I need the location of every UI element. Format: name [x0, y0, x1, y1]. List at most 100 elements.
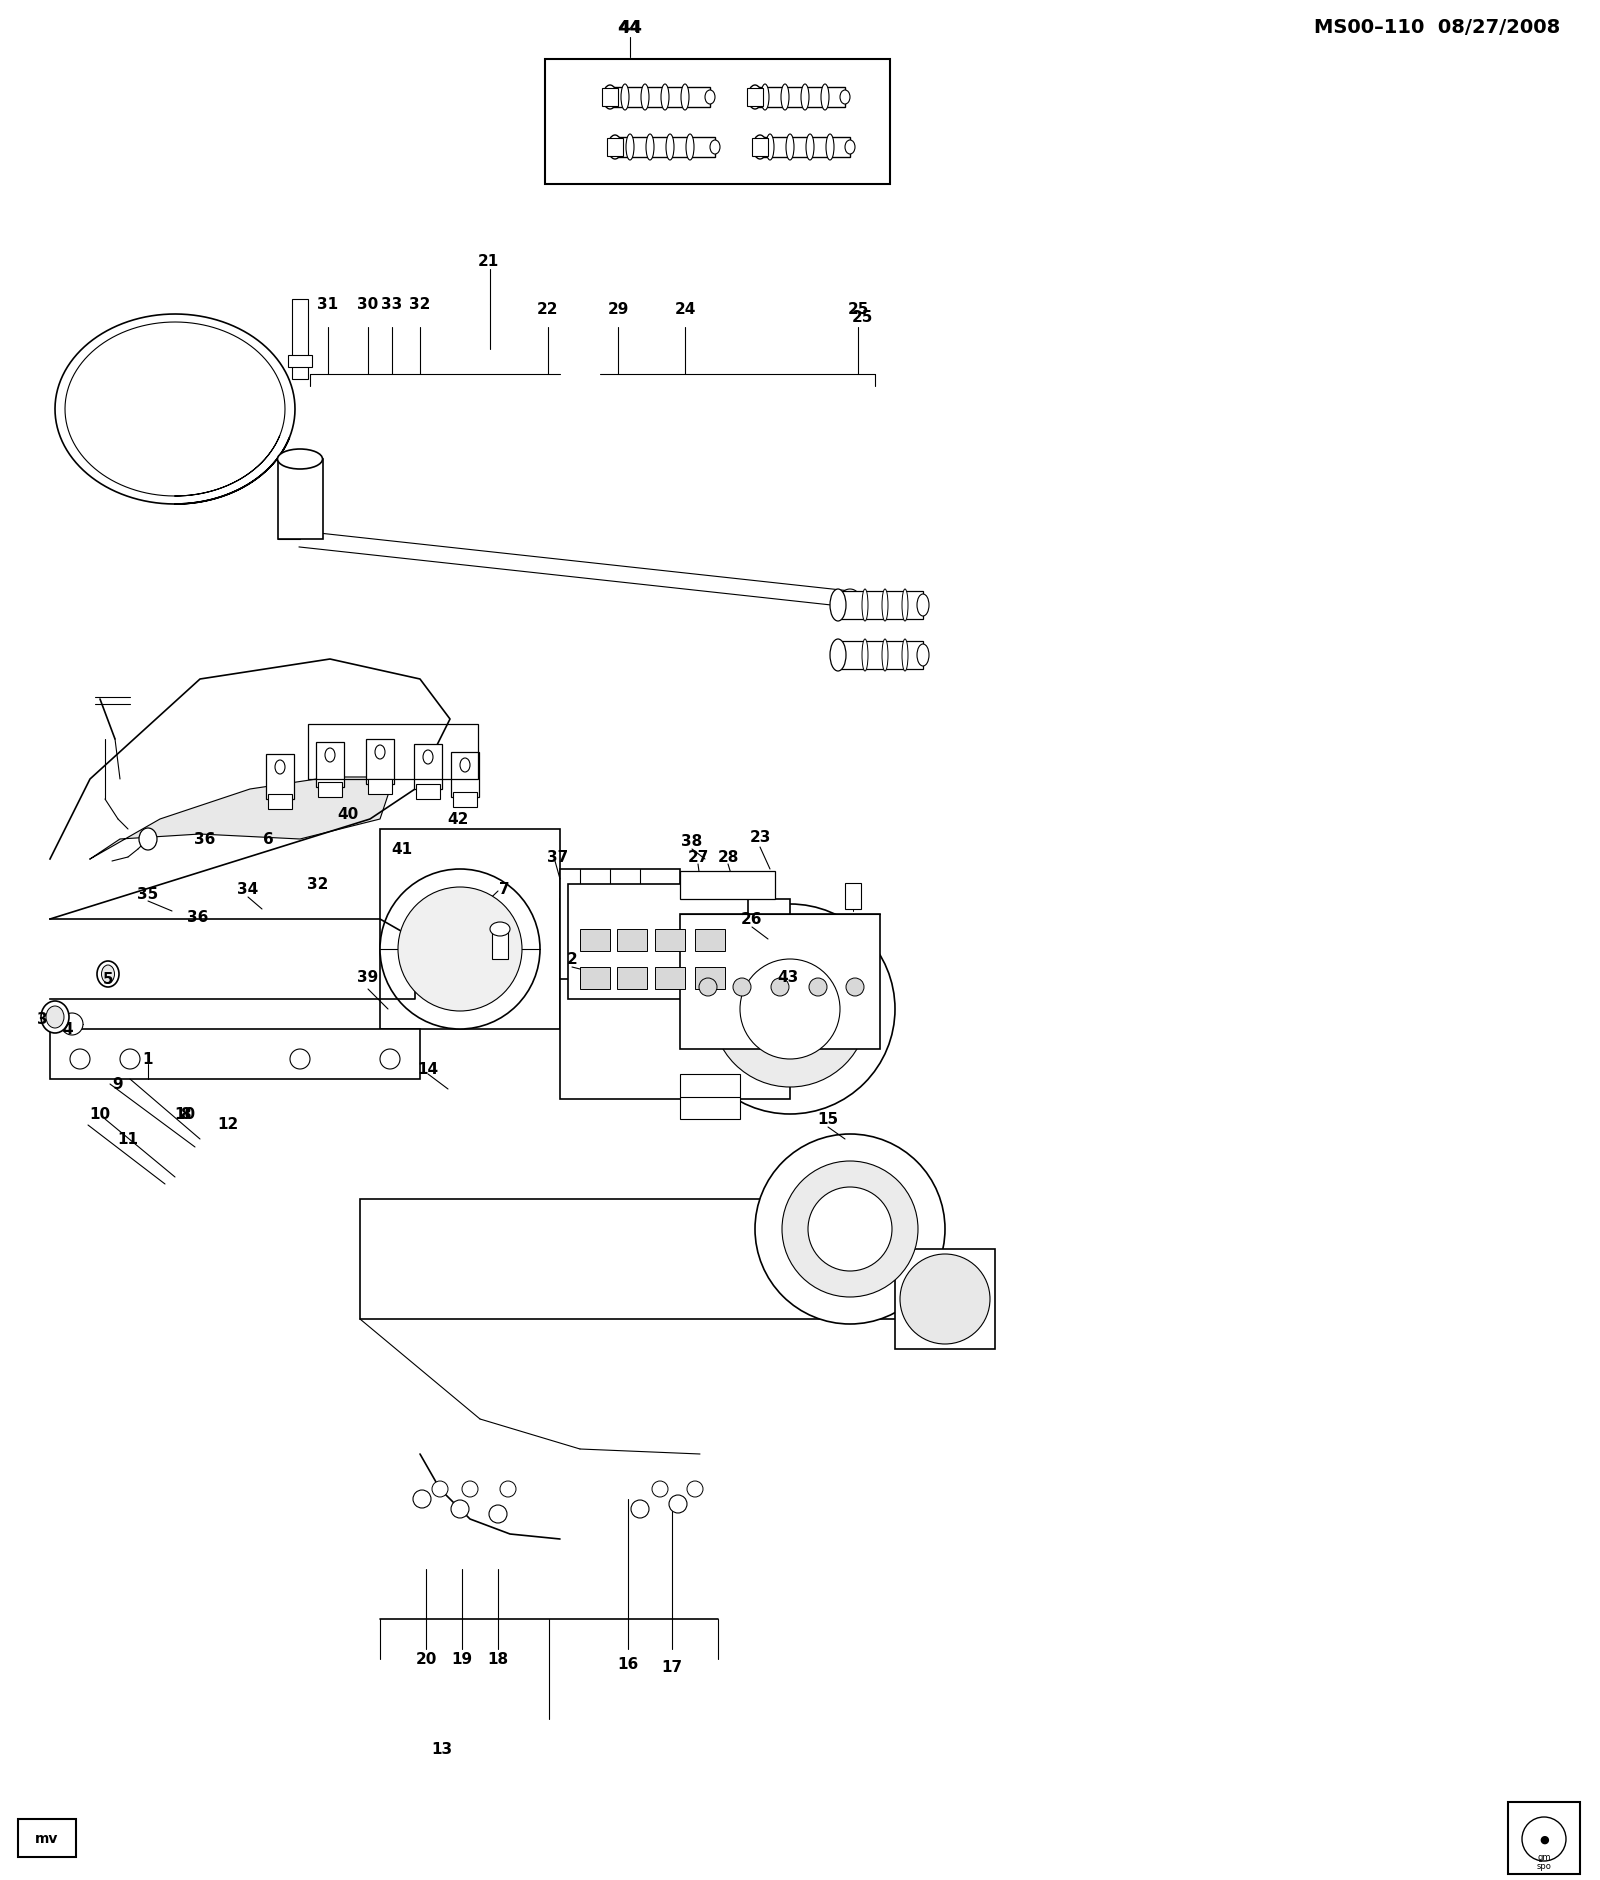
Ellipse shape — [754, 135, 766, 160]
Ellipse shape — [374, 746, 386, 760]
Circle shape — [120, 1049, 141, 1070]
Bar — [680, 1075, 739, 1119]
Bar — [654, 968, 685, 989]
Circle shape — [712, 931, 867, 1087]
Text: ●: ● — [1539, 1835, 1549, 1844]
Ellipse shape — [840, 90, 850, 105]
Bar — [560, 899, 790, 1100]
Text: mv: mv — [35, 1831, 59, 1844]
Circle shape — [462, 1481, 478, 1496]
Text: 42: 42 — [448, 812, 469, 827]
Bar — [614, 137, 715, 158]
Circle shape — [490, 1506, 507, 1523]
Bar — [366, 739, 394, 784]
Bar — [560, 870, 680, 979]
Bar — [568, 884, 749, 1000]
Ellipse shape — [608, 135, 622, 160]
Circle shape — [733, 978, 750, 996]
Circle shape — [630, 1500, 650, 1519]
Circle shape — [1522, 1818, 1566, 1861]
Text: 5: 5 — [102, 972, 114, 987]
Bar — [18, 1820, 77, 1857]
Text: 44: 44 — [619, 21, 640, 36]
Circle shape — [755, 1134, 946, 1324]
Text: 17: 17 — [661, 1660, 683, 1675]
Text: 32: 32 — [410, 297, 430, 312]
Bar — [894, 1250, 995, 1350]
Text: 1: 1 — [142, 1053, 154, 1068]
Bar — [579, 929, 610, 951]
Circle shape — [653, 1481, 669, 1496]
Ellipse shape — [802, 85, 810, 111]
Text: 3: 3 — [37, 1011, 48, 1026]
Polygon shape — [50, 919, 414, 1000]
Ellipse shape — [461, 760, 470, 773]
Text: 27: 27 — [688, 850, 709, 865]
Circle shape — [808, 1188, 893, 1271]
Bar — [838, 641, 923, 669]
Ellipse shape — [845, 141, 854, 154]
Ellipse shape — [781, 85, 789, 111]
Text: 15: 15 — [818, 1111, 838, 1126]
Ellipse shape — [686, 135, 694, 162]
Bar — [680, 914, 880, 1049]
Circle shape — [782, 1162, 918, 1297]
Bar — [838, 592, 923, 620]
Circle shape — [669, 1495, 686, 1513]
Circle shape — [846, 978, 864, 996]
Bar — [288, 355, 312, 368]
Bar — [318, 782, 342, 797]
Text: 34: 34 — [237, 882, 259, 897]
Text: 4: 4 — [62, 1023, 74, 1038]
Polygon shape — [299, 532, 851, 607]
Bar — [546, 60, 890, 184]
Ellipse shape — [786, 135, 794, 162]
Text: 31: 31 — [317, 297, 339, 312]
Bar — [381, 829, 560, 1030]
Ellipse shape — [882, 590, 888, 622]
Ellipse shape — [706, 90, 715, 105]
Ellipse shape — [275, 761, 285, 775]
Polygon shape — [50, 660, 450, 919]
Text: 43: 43 — [778, 970, 798, 985]
Text: 2: 2 — [566, 951, 578, 966]
Text: 29: 29 — [608, 303, 629, 318]
Text: 21: 21 — [477, 254, 499, 269]
Ellipse shape — [917, 594, 930, 617]
Bar — [493, 929, 509, 959]
Bar — [579, 968, 610, 989]
Ellipse shape — [766, 135, 774, 162]
Bar — [453, 793, 477, 808]
Bar — [752, 139, 768, 156]
Ellipse shape — [661, 85, 669, 111]
Text: 10: 10 — [174, 1107, 195, 1122]
Ellipse shape — [98, 961, 118, 987]
Text: gm
spo: gm spo — [1536, 1852, 1552, 1871]
Bar — [602, 88, 618, 107]
Bar — [269, 795, 291, 810]
Text: 25: 25 — [848, 303, 869, 318]
Ellipse shape — [821, 85, 829, 111]
Ellipse shape — [46, 1006, 64, 1028]
Bar — [278, 461, 323, 540]
Ellipse shape — [830, 590, 846, 622]
Ellipse shape — [882, 639, 888, 671]
Bar — [291, 299, 307, 380]
Text: 44: 44 — [618, 19, 643, 38]
Ellipse shape — [646, 135, 654, 162]
Bar — [747, 88, 763, 107]
Ellipse shape — [862, 639, 867, 671]
Text: 36: 36 — [187, 910, 208, 925]
Bar — [694, 929, 725, 951]
Bar — [50, 1030, 419, 1079]
Bar — [317, 743, 344, 788]
Ellipse shape — [830, 639, 846, 671]
Ellipse shape — [621, 85, 629, 111]
Circle shape — [739, 959, 840, 1060]
Text: 25: 25 — [851, 310, 872, 325]
Ellipse shape — [277, 449, 323, 470]
Text: 33: 33 — [381, 297, 403, 312]
Text: 30: 30 — [357, 297, 379, 312]
Ellipse shape — [490, 923, 510, 936]
Text: 18: 18 — [488, 1653, 509, 1666]
